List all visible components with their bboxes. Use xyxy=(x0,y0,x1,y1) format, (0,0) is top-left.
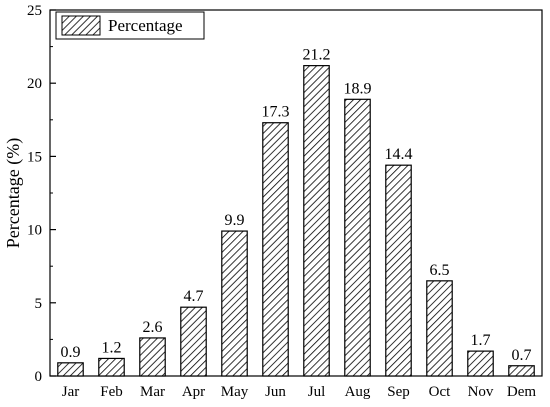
x-tick-label: Jun xyxy=(265,384,286,400)
x-axis: Jar Feb Mar Apr May Jun Jul Aug Sep Oct Nov Dem xyxy=(62,371,536,400)
legend-swatch-icon xyxy=(61,15,101,36)
y-tick-label: 20 xyxy=(27,76,42,92)
bar-jul xyxy=(303,65,330,377)
data-label: 0.9 xyxy=(61,344,81,361)
bar-nov xyxy=(467,350,494,377)
data-label: 21.2 xyxy=(303,47,331,64)
bar-jun xyxy=(262,122,289,377)
data-label: 0.7 xyxy=(512,347,532,364)
y-axis-title: Percentage (%) xyxy=(3,138,24,248)
y-tick-label: 10 xyxy=(27,223,42,239)
x-tick-label: Jul xyxy=(308,384,326,400)
data-label: 6.5 xyxy=(430,262,450,279)
x-tick-label: Nov xyxy=(468,384,494,400)
bar-jar xyxy=(57,362,84,377)
x-tick-label: May xyxy=(221,384,249,400)
x-tick-label: Jar xyxy=(62,384,80,400)
bar-may xyxy=(221,230,248,377)
legend: Percentage xyxy=(55,11,205,40)
x-tick-label: Dem xyxy=(507,384,536,400)
data-label: 17.3 xyxy=(262,104,290,121)
bar-mar xyxy=(139,337,166,377)
bar-apr xyxy=(180,306,207,377)
data-label: 1.2 xyxy=(102,339,122,356)
plot-frame xyxy=(49,9,543,377)
bar-feb xyxy=(98,357,125,377)
data-label: 1.7 xyxy=(471,332,491,349)
x-tick-label: Mar xyxy=(140,384,165,400)
y-axis: 0 5 10 15 20 25 xyxy=(27,3,56,385)
bars xyxy=(57,65,535,377)
data-label: 18.9 xyxy=(344,80,372,97)
bar-dem xyxy=(508,365,535,377)
y-tick-label: 5 xyxy=(35,296,43,312)
bar-aug xyxy=(344,98,371,377)
data-labels: 0.9 1.2 2.6 4.7 9.9 17.3 21.2 18.9 14.4 6.5 1.7 0.7 xyxy=(61,47,532,364)
x-tick-label: Oct xyxy=(429,384,451,400)
data-label: 4.7 xyxy=(184,288,204,305)
x-tick-label: Aug xyxy=(345,384,371,400)
bar-sep xyxy=(385,164,412,377)
x-tick-label: Feb xyxy=(100,384,123,400)
data-label: 14.4 xyxy=(385,146,413,163)
y-tick-label: 0 xyxy=(35,369,43,385)
y-tick-label: 25 xyxy=(27,3,42,19)
y-tick-label: 15 xyxy=(27,149,42,165)
x-tick-label: Apr xyxy=(182,384,205,400)
bar-oct xyxy=(426,280,453,377)
data-label: 9.9 xyxy=(225,212,245,229)
data-label: 2.6 xyxy=(143,319,163,336)
x-tick-label: Sep xyxy=(387,384,410,400)
legend-label: Percentage xyxy=(108,16,183,35)
